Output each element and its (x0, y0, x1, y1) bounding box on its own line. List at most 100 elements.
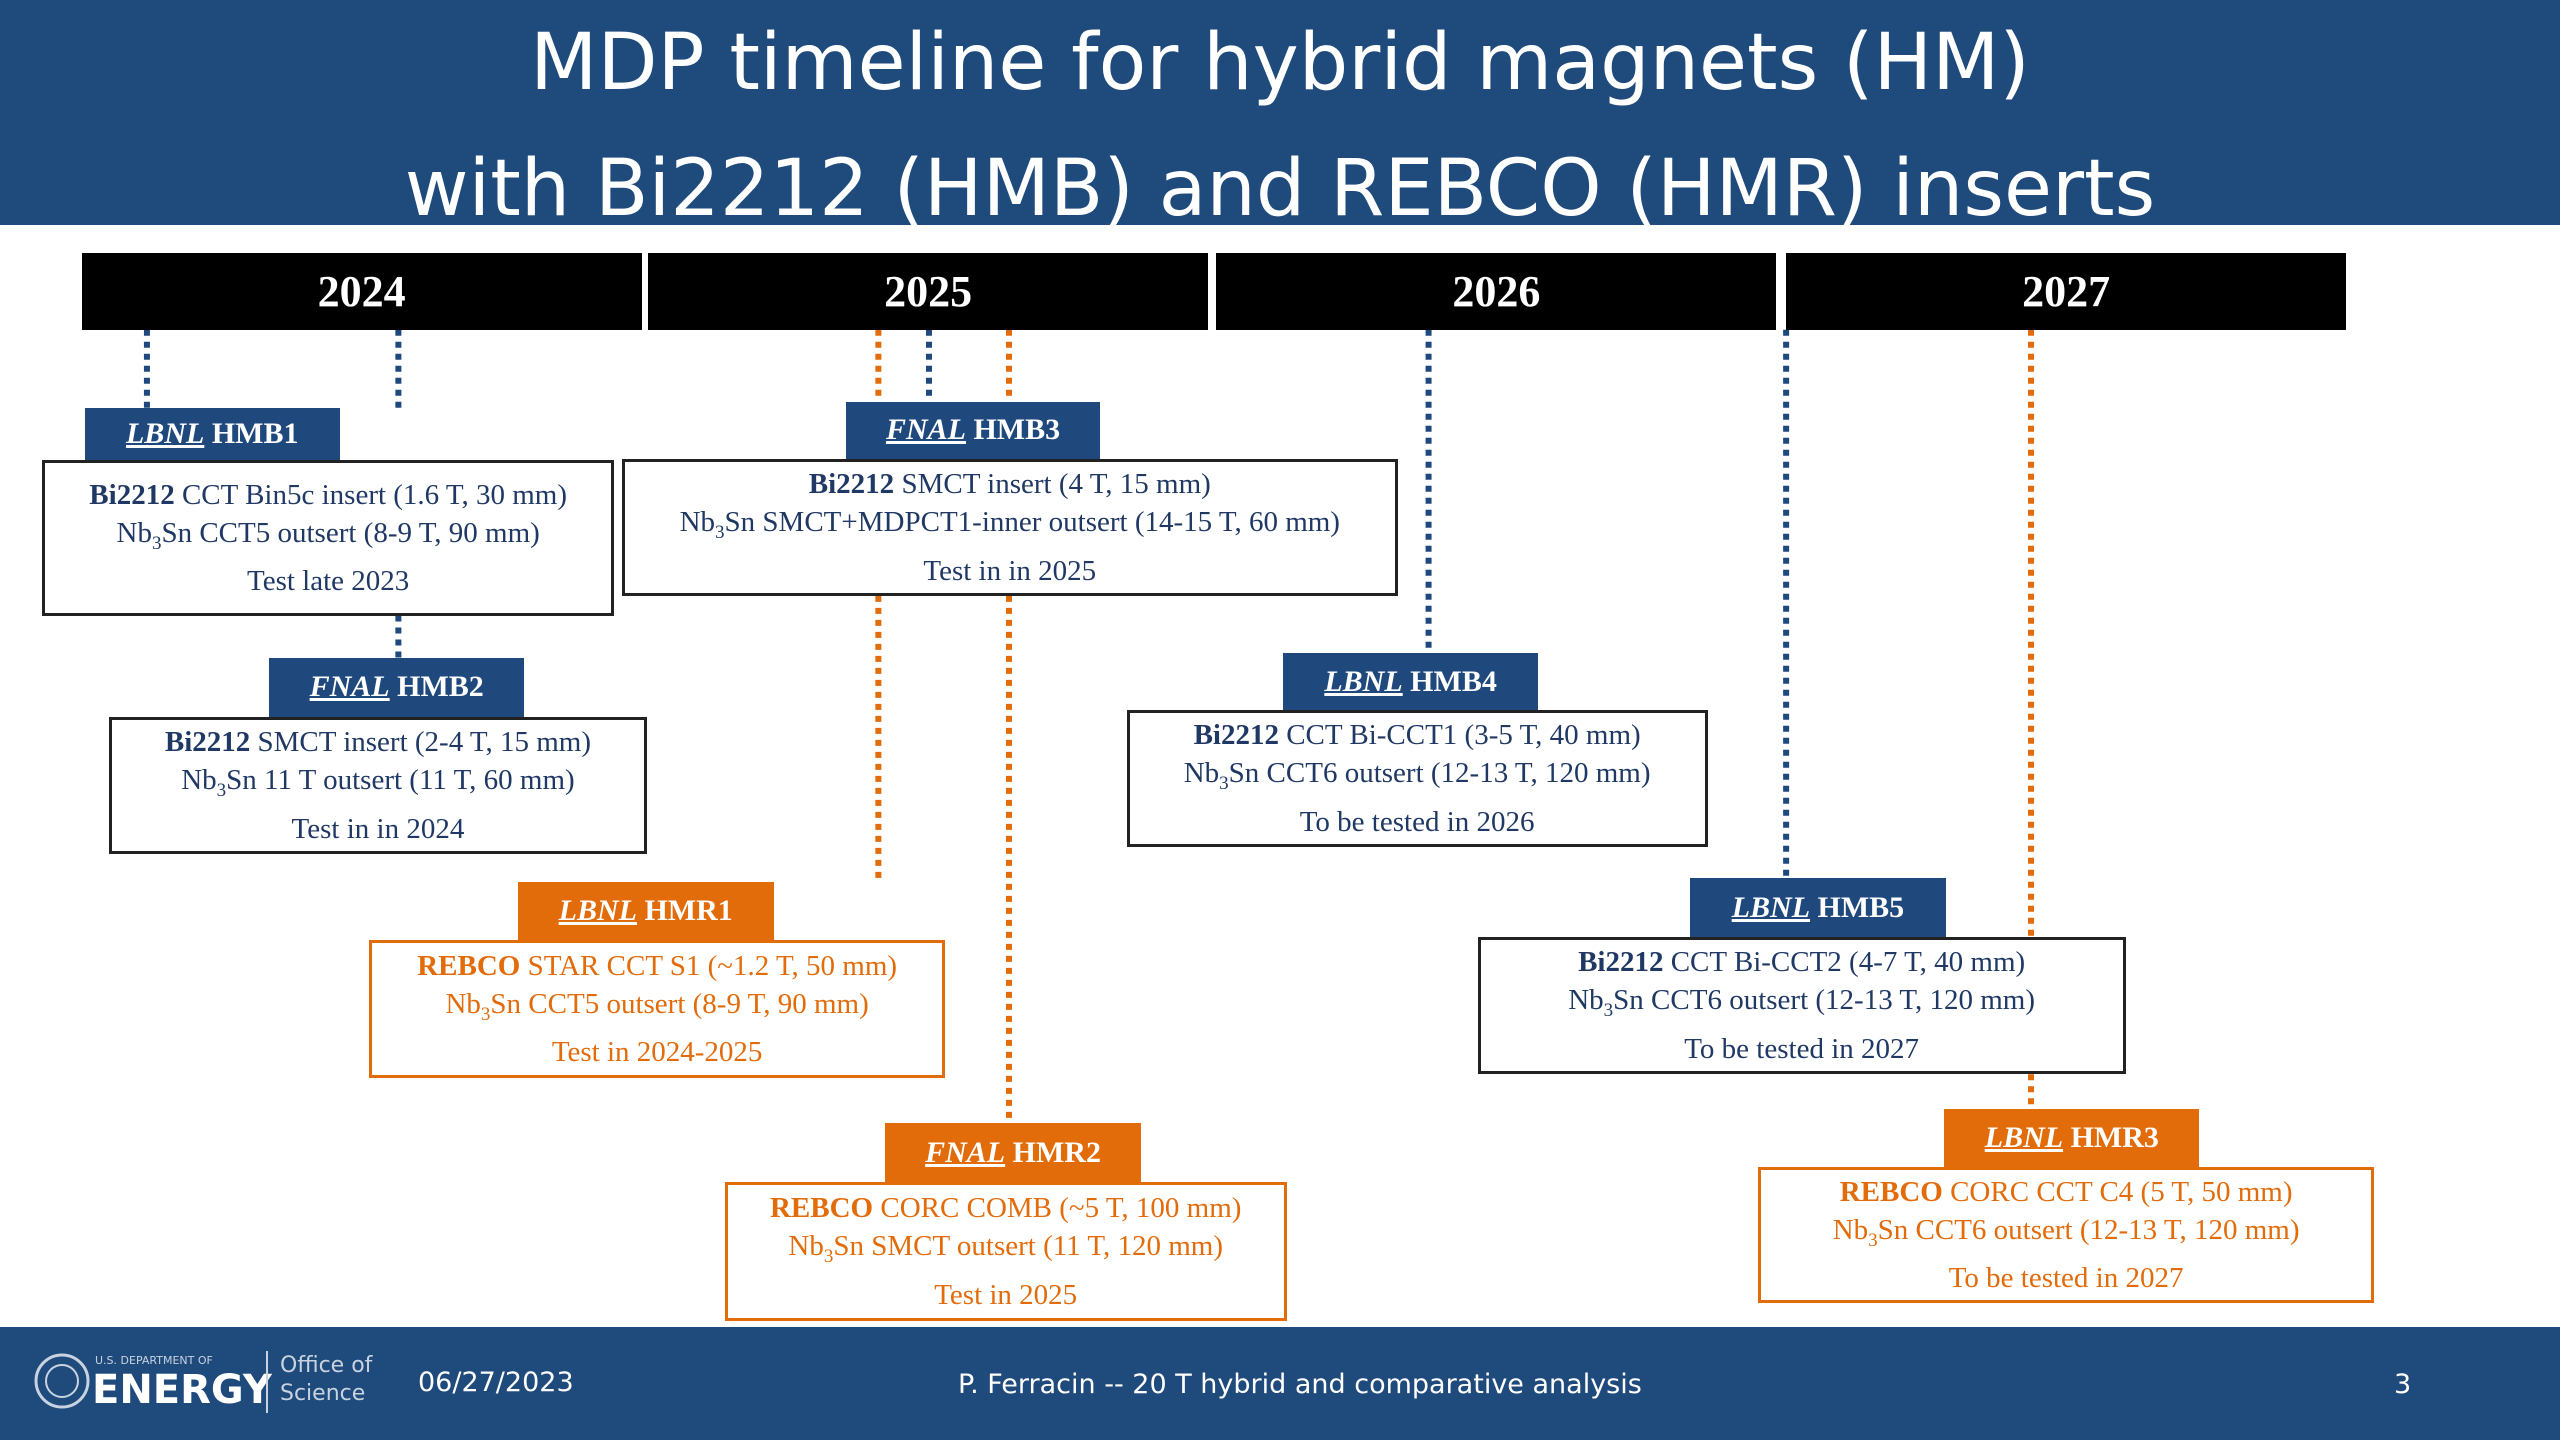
line-text: Test in 2025 (934, 1278, 1078, 1311)
title-line: with Bi2212 (HMB) and REBCO (HMR) insert… (404, 144, 2156, 234)
material: Bi2212 (89, 478, 175, 511)
line-text: Nb (445, 987, 481, 1020)
lab-name: FNAL (885, 413, 966, 447)
box-line: Nb3Sn CCT6 outsert (12-13 T, 120 mm) (1761, 1211, 2371, 1260)
item-label: LBNL HMR3 (1944, 1108, 2200, 1168)
line-text: Nb (116, 516, 152, 549)
box-line: REBCO CORC COMB (~5 T, 100 mm) (728, 1189, 1284, 1227)
item-box: Bi2212 CCT Bin5c insert (1.6 T, 30 mm) Nb… (42, 460, 614, 616)
box-line: Test in 2025 (728, 1276, 1284, 1314)
line-text: Sn SMCT outsert (11 T, 120 mm) (833, 1230, 1223, 1263)
line-text: CORC COMB (~5 T, 100 mm) (873, 1192, 1242, 1225)
item-box: Bi2212 CCT Bi-CCT2 (4-7 T, 40 mm) Nb3Sn C… (1477, 937, 2126, 1075)
magnet-name: HMR3 (2063, 1120, 2159, 1154)
lab-name: LBNL (558, 894, 637, 927)
subscript: 3 (1868, 1229, 1878, 1251)
box-line: Test late 2023 (45, 562, 610, 600)
subscript: 3 (823, 1245, 834, 1267)
box-line: Test in in 2025 (625, 552, 1395, 590)
box-line: REBCO STAR CCT S1 (~1.2 T, 50 mm) (372, 947, 942, 985)
line-text: To be tested in 2026 (1299, 806, 1535, 839)
material: Bi2212 (1578, 946, 1664, 979)
box-line: Nb3Sn SMCT+MDPCT1-inner outsert (14-15 T… (625, 503, 1395, 552)
material: Bi2212 (808, 467, 895, 500)
line-text: Nb (788, 1230, 824, 1263)
magnet-name: HMB2 (389, 670, 484, 704)
lab-name: FNAL (925, 1135, 1006, 1169)
date: 06/27/2023 (418, 1367, 574, 1398)
line-text: To be tested in 2027 (1684, 1033, 1919, 1066)
header: MDP timeline for hybrid magnets (HM) wit… (0, 0, 2560, 234)
line-text: Sn CCT6 outsert (12-13 T, 120 mm) (1877, 1213, 2300, 1246)
box-line: REBCO CORC CCT C4 (5 T, 50 mm) (1761, 1173, 2371, 1211)
office-line: Science (280, 1381, 366, 1406)
box-line: To be tested in 2027 (1761, 1259, 2371, 1297)
line-text: Nb (181, 763, 217, 796)
line-text: Nb (1832, 1213, 1869, 1246)
material: REBCO (1839, 1175, 1943, 1208)
box-line: Nb3Sn CCT6 outsert (12-13 T, 120 mm) (1130, 754, 1705, 803)
box-line: Test in in 2024 (112, 810, 643, 848)
line-text: Sn CCT5 outsert (8-9 T, 90 mm) (161, 516, 540, 549)
logo-main: ENERGY (92, 1367, 272, 1413)
magnet-name: HMB5 (1810, 890, 1905, 924)
line-text: Nb (1183, 757, 1220, 790)
lab-name: LBNL (125, 417, 205, 451)
box-line: Nb3Sn CCT6 outsert (12-13 T, 120 mm) (1481, 981, 2123, 1030)
office: Office of Science (280, 1352, 372, 1408)
item-box: REBCO STAR CCT S1 (~1.2 T, 50 mm) Nb3Sn C… (368, 940, 946, 1078)
line-text: Test in in 2025 (923, 554, 1097, 587)
title-line: MDP timeline for hybrid magnets (HM) (530, 18, 2030, 108)
item-box: Bi2212 SMCT insert (4 T, 15 mm) Nb3Sn SMC… (622, 458, 1398, 596)
logo-top: U.S. DEPARTMENT OF (95, 1354, 213, 1367)
item-label: FNAL HMR2 (884, 1123, 1142, 1183)
line-text: CCT Bi-CCT2 (4-7 T, 40 mm) (1663, 946, 2026, 979)
material: REBCO (417, 949, 521, 982)
year-bar: 2025 (648, 253, 1209, 330)
box-line: Bi2212 SMCT insert (2-4 T, 15 mm) (112, 723, 643, 761)
box-line: Nb3Sn 11 T outsert (11 T, 60 mm) (112, 761, 643, 810)
box-line: Nb3Sn SMCT outsert (11 T, 120 mm) (728, 1227, 1284, 1276)
box-line: Nb3Sn CCT5 outsert (8-9 T, 90 mm) (372, 985, 942, 1034)
year-bar: 2024 (81, 253, 642, 330)
line-text: Nb (679, 505, 716, 538)
subscript: 3 (1219, 773, 1229, 795)
line-text: CCT Bin5c insert (1.6 T, 30 mm) (174, 478, 567, 511)
line-text: Sn CCT6 outsert (12-13 T, 120 mm) (1228, 757, 1651, 790)
line-text: Sn 11 T outsert (11 T, 60 mm) (226, 763, 575, 796)
line-text: Nb (1568, 984, 1604, 1017)
item-box: REBCO CORC CCT C4 (5 T, 50 mm) Nb3Sn CCT6… (1758, 1167, 2374, 1303)
lab-name: LBNL (1731, 890, 1811, 924)
logo-divider (266, 1351, 268, 1413)
lab-name: FNAL (309, 670, 390, 704)
item-box: REBCO CORC COMB (~5 T, 100 mm) Nb3Sn SMCT… (724, 1182, 1287, 1321)
footer: U.S. DEPARTMENT OF ENERGY Office of Scien… (0, 1327, 2560, 1440)
item-label: FNAL HMB2 (269, 657, 525, 717)
item-box: Bi2212 SMCT insert (2-4 T, 15 mm) Nb3Sn 1… (109, 716, 647, 854)
line-text: Sn CCT6 outsert (12-13 T, 120 mm) (1613, 984, 2036, 1017)
line-text: Test late 2023 (247, 565, 410, 598)
item-label: LBNL HMB1 (84, 408, 340, 461)
box-line: Test in 2024-2025 (372, 1033, 942, 1071)
line-text: STAR CCT S1 (~1.2 T, 50 mm) (520, 949, 898, 982)
magnet-name: HMB1 (204, 417, 299, 451)
subscript: 3 (1603, 1000, 1614, 1022)
line-text: Test in in 2024 (291, 812, 465, 845)
line-text: SMCT insert (2-4 T, 15 mm) (250, 725, 592, 758)
magnet-name: HMR1 (636, 894, 733, 927)
box-line: To be tested in 2027 (1481, 1030, 2123, 1068)
box-line: Nb3Sn CCT5 outsert (8-9 T, 90 mm) (45, 514, 610, 563)
subscript: 3 (151, 532, 162, 554)
magnet-name: HMB3 (965, 413, 1061, 447)
material: Bi2212 (164, 725, 251, 758)
subscript: 3 (480, 1003, 491, 1025)
year-bar: 2027 (1786, 253, 2347, 330)
logo-seal (34, 1353, 90, 1409)
page-number: 3 (2394, 1369, 2412, 1400)
line-text: Sn CCT5 outsert (8-9 T, 90 mm) (490, 987, 869, 1020)
box-line: Bi2212 CCT Bi-CCT2 (4-7 T, 40 mm) (1481, 943, 2123, 981)
box-line: To be tested in 2026 (1130, 803, 1705, 841)
item-label: FNAL HMB3 (845, 401, 1101, 459)
